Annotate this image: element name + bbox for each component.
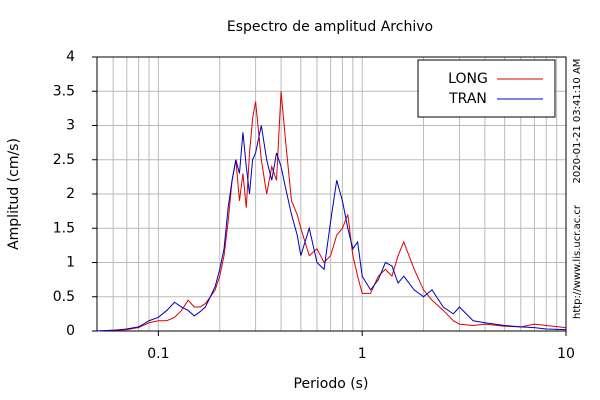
y-tick-label: 2 [66,186,75,202]
y-tick-label: 2.5 [53,152,75,168]
y-axis-label: Amplitud (cm/s) [6,138,22,250]
timestamp: 2020-01-21 03:41:10 AM [572,59,583,184]
y-tick-label: 0 [66,323,75,339]
x-tick-label: 1 [358,346,367,362]
y-tick-label: 3.5 [53,83,75,99]
series-line [96,125,567,332]
x-axis-label: Periodo (s) [294,376,369,392]
y-tick-label: 4 [66,49,75,65]
source-url: http://www.lis.ucr.ac.cr [572,204,583,319]
legend-label: LONG [448,71,488,87]
plot-frame [96,56,567,332]
x-tick-label: 0.1 [147,346,169,362]
y-tick-label: 0.5 [53,289,75,305]
legend-label: TRAN [448,91,487,107]
chart-title: Espectro de amplitud Archivo [227,19,433,35]
series-line [96,91,567,332]
y-tick-label: 1 [66,255,75,271]
legend-box [417,59,556,118]
x-tick-label: 10 [557,346,575,362]
y-tick-label: 3 [66,118,75,134]
y-tick-label: 1.5 [53,220,75,236]
